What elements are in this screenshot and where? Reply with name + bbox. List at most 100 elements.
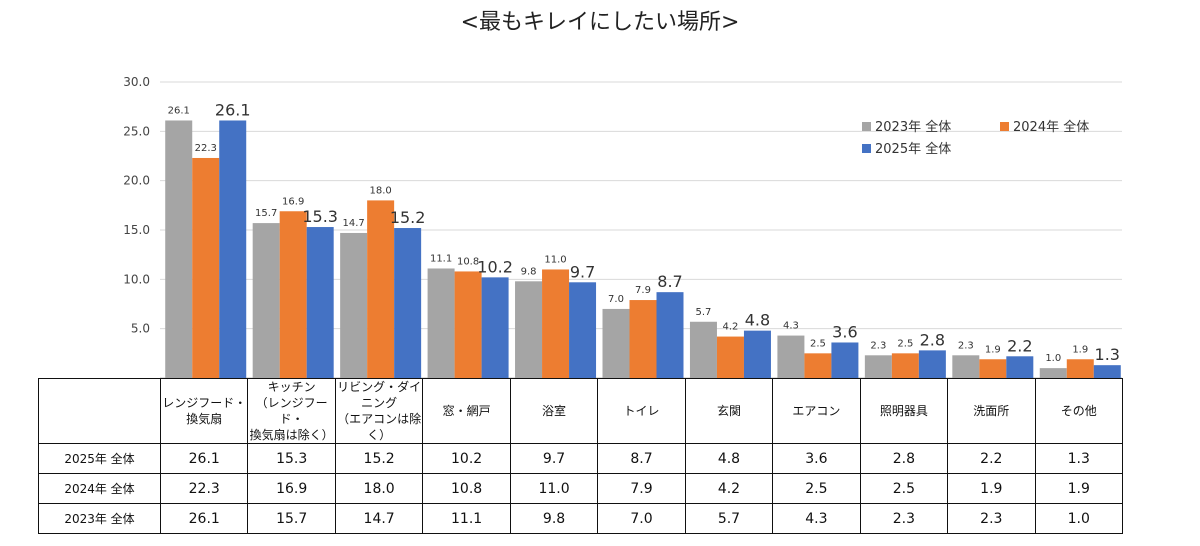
bar [454,271,482,378]
data-label: 9.7 [570,262,595,281]
data-label: 7.9 [635,285,651,296]
bar [777,335,805,378]
table-cell: 10.8 [422,473,511,504]
table-cell: 2.8 [859,443,949,474]
bar [1093,365,1121,378]
category-label: トイレ [597,378,686,444]
table-cell: 10.2 [422,443,511,474]
table-cell: 8.7 [597,443,686,474]
y-tick-label: 10.0 [123,272,150,286]
data-label: 7.0 [608,294,624,305]
table-cell: 9.8 [509,503,599,534]
data-label: 26.1 [215,100,251,119]
data-label: 22.3 [195,143,217,154]
category-label: キッチン （レンジフード・ 換気扇は除く） [247,378,336,444]
bar [716,336,744,378]
data-label: 1.9 [985,344,1001,355]
table-cell: 1.3 [1034,443,1123,474]
bar [367,200,395,378]
data-label: 3.6 [832,322,857,341]
table-cell: 7.0 [597,503,686,534]
table-cell: 26.1 [159,503,249,534]
table-cell: 15.3 [247,443,336,474]
y-tick-label: 15.0 [123,223,150,237]
table-cell: 2.5 [859,473,949,504]
bar [481,277,509,378]
bar [1066,359,1094,378]
data-label: 2.8 [920,330,945,349]
bar-chart: 5.0 10.0 15.0 20.0 25.0 30.0 26.1 22.3 26.1 15.7… [123,75,1122,379]
table-cell: 14.7 [334,503,424,534]
bar [602,308,630,378]
table-cell: 2.5 [772,473,861,504]
table-cell: 2.2 [947,443,1036,474]
table-cell: 2.3 [947,503,1036,534]
y-tick-label: 5.0 [131,322,150,336]
table-cell: 1.0 [1034,503,1123,534]
table-cell: 11.1 [422,503,511,534]
data-label: 4.2 [723,322,739,333]
category-label: 洗面所 [947,378,1036,444]
bar [1039,368,1067,378]
table-cell: 15.2 [334,443,424,474]
bar [804,353,832,378]
data-label: 2.5 [897,338,913,349]
data-label: 14.7 [343,218,365,229]
category-label: リビング・ダイニング （エアコンは除く） [334,378,424,444]
y-tick-label: 25.0 [123,124,150,138]
bar [192,157,220,378]
bar [165,120,193,378]
data-label: 18.0 [370,185,392,196]
data-label: 15.7 [255,208,277,219]
y-tick-label: 30.0 [123,75,150,89]
data-label: 10.2 [477,257,513,276]
table-cell: 3.6 [772,443,861,474]
bar [340,232,368,378]
table-row-label: 2023年 全体 [38,503,161,534]
chart-title: <最もキレイにしたい場所> [460,10,740,35]
y-axis-ticks: 5.0 10.0 15.0 20.0 25.0 30.0 [123,75,150,336]
data-label: 4.3 [783,321,799,332]
data-table: レンジフード・ 換気扇 キッチン （レンジフード・ 換気扇は除く） リビング・ダイニ… [38,378,1123,534]
data-label: 2.5 [810,338,826,349]
table-cell: 1.9 [947,473,1036,504]
data-label: 15.3 [302,207,338,226]
bar [542,269,570,378]
category-label: レンジフード・ 換気扇 [159,378,249,444]
bar [1006,356,1034,378]
data-label: 1.3 [1095,345,1120,364]
table-cell: 7.9 [597,473,686,504]
bar [656,292,684,378]
table-cell: 26.1 [159,443,249,474]
table-cell: 4.8 [684,443,774,474]
data-label: 8.7 [657,272,682,291]
data-label: 1.0 [1045,353,1061,364]
data-label: 10.8 [457,256,479,267]
table-row: 2024年 全体 22.3 16.9 18.0 10.8 11.0 7.9 4.2 2.5 2.5… [38,473,1123,504]
data-label: 11.1 [430,253,452,264]
bar [979,359,1007,378]
table-cell: 4.2 [684,473,774,504]
bar [252,223,280,378]
bar [864,355,892,378]
legend-label: 2025年 全体 [875,141,951,157]
category-label: 窓・網戸 [422,378,511,444]
data-label: 9.8 [521,266,537,277]
table-row: 2025年 全体 26.1 15.3 15.2 10.2 9.7 8.7 4.8 3.6 2.8 2… [38,443,1123,474]
table-cell: 22.3 [159,473,249,504]
table-cell: 15.7 [247,503,336,534]
bar [629,300,657,378]
data-label: 5.7 [696,307,712,318]
table-cell: 5.7 [684,503,774,534]
data-label: 4.8 [745,311,770,330]
table-row-label: 2025年 全体 [38,443,161,474]
legend-label: 2023年 全体 [875,119,951,135]
table-cell: 18.0 [334,473,424,504]
bar [394,228,422,378]
table-cell: 4.3 [772,503,861,534]
category-label: 玄関 [684,378,774,444]
data-label: 15.2 [390,208,426,227]
legend-swatch [862,122,871,131]
bar [918,350,946,378]
bar [891,353,919,378]
